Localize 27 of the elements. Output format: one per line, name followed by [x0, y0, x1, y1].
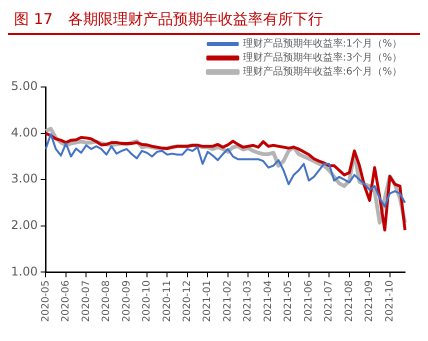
y-tick-label: 5.00	[11, 79, 38, 94]
x-tick-label: 2020-05	[40, 280, 52, 322]
x-tick-label: 2020-10	[142, 280, 153, 322]
x-tick-label: 2021-04	[262, 280, 274, 322]
x-tick-label: 2020-06	[60, 280, 72, 322]
y-tick-label: 4.00	[11, 125, 38, 140]
x-tick-label: 2020-07	[80, 280, 92, 322]
x-tick-label: 2021-01	[202, 280, 214, 322]
chart-title: 图 17 各期限理财产品预期年收益率有所下行	[8, 8, 420, 35]
x-tick-label: 2021-03	[242, 280, 254, 322]
x-tick-label: 2021-10	[384, 280, 396, 322]
y-tick-label: 2.00	[11, 218, 38, 232]
legend-label: 理财产品预期年收益率:3个月（%）	[242, 52, 402, 64]
x-tick-label: 2021-07	[324, 280, 335, 322]
x-tick-label: 2021-02	[222, 280, 234, 322]
x-tick-label: 2020-09	[121, 280, 132, 322]
x-tick-label: 2021-08	[344, 280, 355, 322]
x-tick-label: 2021-06	[303, 280, 314, 322]
x-tick-label: 2021-09	[364, 280, 376, 322]
x-tick-label: 2020-11	[162, 280, 173, 322]
x-tick-label: 2020-12	[182, 280, 193, 322]
x-tick-label: 2021-05	[283, 280, 294, 322]
legend-label: 理财产品预期年收益率:1个月（%）	[242, 38, 402, 50]
x-tick-label: 2020-08	[101, 280, 112, 322]
legend-label: 理财产品预期年收益率:6个月（%）	[242, 66, 402, 78]
y-tick-label: 1.00	[11, 264, 38, 278]
y-tick-label: 3.00	[11, 172, 38, 186]
